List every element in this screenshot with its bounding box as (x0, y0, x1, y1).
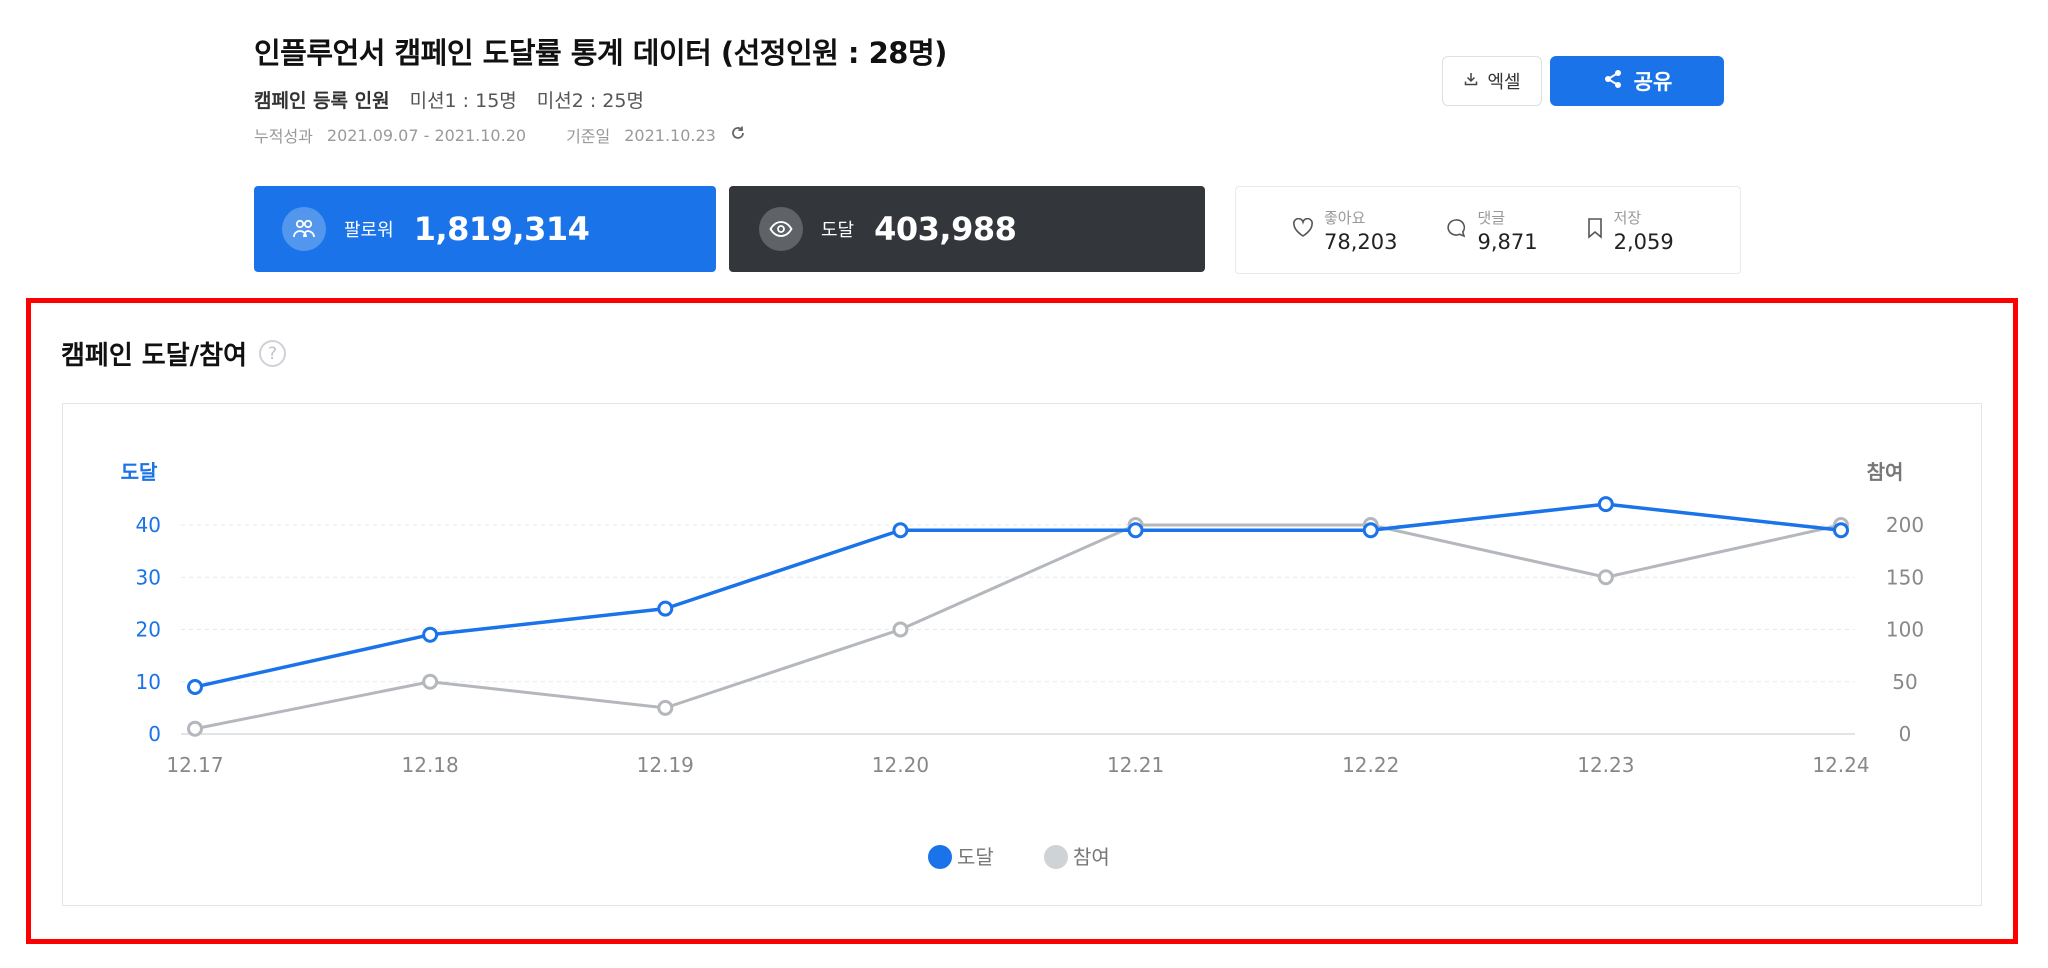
y-right-tick-label: 0 (1899, 722, 1912, 746)
share-button-label: 공유 (1633, 70, 1673, 94)
engagement-series-line (194, 523, 1842, 731)
campaign-header: 인플루언서 캠페인 도달률 통계 데이터 (선정인원 : 28명) 캠페인 등록… (254, 30, 947, 147)
reach-data-point (422, 626, 439, 643)
likes-label: 좋아요 (1324, 208, 1366, 227)
help-icon[interactable]: ? (259, 340, 286, 367)
followers-card: 팔로워 1,819,314 (254, 186, 716, 272)
reach-card: 도달 403,988 (729, 186, 1205, 272)
chart-panel: 0 10 20 30 40 0 50 100 150 200 도달 참여 12.17 12.18 12.19… (62, 403, 1982, 906)
mission2-count: 미션2 : 25명 (536, 90, 644, 112)
page-title: 인플루언서 캠페인 도달률 통계 데이터 (선정인원 : 28명) (254, 36, 947, 70)
engagement-stats-card: 좋아요 78,203 댓글 9,871 저장 2,059 (1235, 186, 1741, 274)
saves-value: 2,059 (1613, 229, 1674, 254)
y-right-tick-label: 200 (1886, 513, 1924, 537)
period-label: 누적성과 (254, 127, 313, 146)
x-tick-label: 12.24 (1812, 753, 1869, 777)
share-icon (1602, 68, 1624, 95)
reach-data-point (657, 600, 674, 617)
registered-label: 캠페인 등록 인원 (254, 90, 390, 112)
period-value: 2021.09.07 - 2021.10.20 (326, 125, 527, 145)
y-left-tick-label: 40 (136, 513, 161, 537)
reach-data-point (1833, 522, 1849, 539)
section-title-text: 캠페인 도달/참여 (61, 341, 247, 371)
comments-value: 9,871 (1477, 229, 1538, 254)
y-left-tick-label: 10 (136, 670, 161, 694)
x-tick-label: 12.19 (637, 753, 694, 777)
engagement-data-point (187, 720, 203, 737)
engagement-data-point (1597, 569, 1614, 586)
registration-info: 캠페인 등록 인원 미션1 : 15명 미션2 : 25명 (254, 86, 947, 113)
download-icon (1463, 71, 1479, 92)
engagement-legend-marker (1044, 845, 1068, 869)
reach-data-point (1127, 522, 1144, 539)
mission1-count: 미션1 : 15명 (409, 90, 517, 112)
engagement-data-point (422, 673, 439, 690)
engagement-data-point (657, 699, 674, 716)
y-right-tick-label: 100 (1886, 618, 1924, 642)
reach-data-point (1597, 496, 1614, 513)
section-title: 캠페인 도달/참여 ? (61, 335, 286, 372)
followers-label: 팔로워 (344, 220, 394, 241)
x-tick-label: 12.23 (1577, 753, 1634, 777)
x-tick-label: 12.18 (402, 753, 459, 777)
reach-data-point (1362, 522, 1379, 539)
base-date-label: 기준일 (566, 127, 611, 146)
y-left-tick-label: 0 (148, 722, 161, 746)
reach-value: 403,988 (874, 210, 1017, 248)
comment-icon (1445, 217, 1467, 243)
saves-label: 저장 (1613, 208, 1642, 227)
highlight-box (26, 298, 2018, 944)
x-tick-label: 12.22 (1342, 753, 1399, 777)
period-info: 누적성과 2021.09.07 - 2021.10.20 기준일 2021.10… (254, 123, 947, 147)
y-right-tick-label: 50 (1892, 670, 1917, 694)
reach-label: 도달 (821, 220, 855, 241)
base-date-value: 2021.10.23 (624, 125, 716, 145)
share-button[interactable]: 공유 (1550, 56, 1724, 106)
eye-icon (759, 207, 803, 251)
engagement-data-point (892, 621, 909, 638)
reach-data-point (187, 678, 203, 695)
reach-series-line (194, 502, 1842, 689)
likes-stat: 좋아요 78,203 (1292, 207, 1397, 254)
y-right-axis-label: 참여 (1867, 460, 1904, 484)
y-right-tick-label: 150 (1886, 565, 1924, 589)
y-left-axis-label: 도달 (121, 460, 158, 484)
likes-value: 78,203 (1324, 229, 1398, 254)
x-tick-label: 12.17 (166, 753, 223, 777)
comments-stat: 댓글 9,871 (1445, 207, 1538, 254)
engagement-legend-label: 참여 (1073, 845, 1110, 869)
saves-stat: 저장 2,059 (1586, 207, 1674, 254)
heart-icon (1292, 217, 1314, 242)
x-tick-label: 12.21 (1107, 753, 1164, 777)
followers-value: 1,819,314 (413, 210, 590, 248)
users-icon (282, 207, 326, 251)
reach-legend-marker (928, 845, 952, 869)
reach-data-point (892, 522, 909, 539)
excel-button-label: 엑셀 (1487, 72, 1521, 93)
x-tick-label: 12.20 (872, 753, 929, 777)
y-left-tick-label: 30 (136, 565, 161, 589)
excel-download-button[interactable]: 엑셀 (1442, 56, 1542, 106)
reach-legend-label: 도달 (957, 845, 994, 869)
refresh-icon[interactable] (730, 125, 746, 146)
bookmark-icon (1586, 217, 1604, 243)
comments-label: 댓글 (1477, 208, 1506, 227)
y-left-tick-label: 20 (136, 618, 161, 642)
